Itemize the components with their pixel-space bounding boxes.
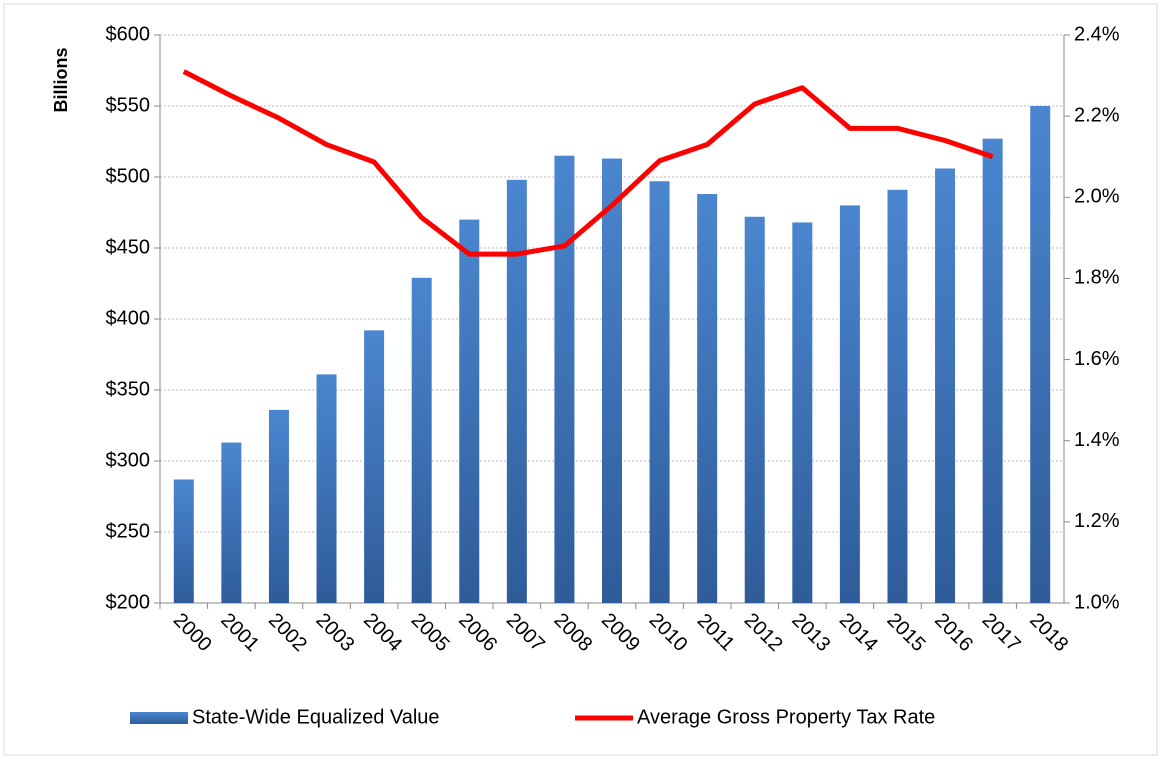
legend-swatch	[130, 712, 188, 724]
y-tick-label: $600	[106, 23, 151, 45]
y-axis-title: Billions	[51, 47, 71, 112]
legend-label: Average Gross Property Tax Rate	[637, 706, 935, 728]
y-tick-label: $550	[106, 94, 151, 116]
y-tick-label: $350	[106, 378, 151, 400]
bar	[554, 155, 575, 603]
y-tick-label: $200	[106, 591, 151, 613]
bar	[649, 181, 670, 603]
y2-tick-label: 1.0%	[1074, 591, 1120, 613]
bar	[792, 222, 813, 603]
bar	[316, 374, 337, 603]
bar	[744, 216, 765, 603]
y-tick-label: $500	[106, 165, 151, 187]
y-tick-label: $450	[106, 236, 151, 258]
bar	[221, 442, 242, 603]
y2-tick-label: 1.8%	[1074, 267, 1120, 289]
bar	[839, 205, 860, 603]
bar	[935, 168, 956, 604]
y2-tick-label: 1.2%	[1074, 510, 1120, 532]
y2-tick-label: 2.0%	[1074, 186, 1120, 208]
bar	[411, 277, 432, 603]
bar	[697, 194, 718, 604]
bar	[173, 479, 194, 603]
bar	[268, 409, 289, 603]
bar	[602, 158, 622, 604]
bar	[1030, 106, 1051, 603]
line	[182, 69, 994, 257]
legend-label: State-Wide Equalized Value	[192, 706, 440, 728]
y-tick-label: $400	[106, 307, 151, 329]
bar	[459, 219, 480, 603]
y-tick-label: $300	[106, 449, 151, 471]
bar	[982, 138, 1003, 603]
bar	[887, 189, 908, 603]
bar	[364, 330, 385, 603]
y2-tick-label: 1.6%	[1074, 348, 1120, 370]
y2-tick-label: 2.4%	[1074, 23, 1120, 45]
chart-frame	[3, 3, 1158, 756]
y2-tick-label: 1.4%	[1074, 429, 1120, 451]
y-tick-label: $250	[106, 520, 151, 542]
y2-tick-label: 2.2%	[1074, 104, 1120, 126]
bar	[506, 179, 527, 603]
